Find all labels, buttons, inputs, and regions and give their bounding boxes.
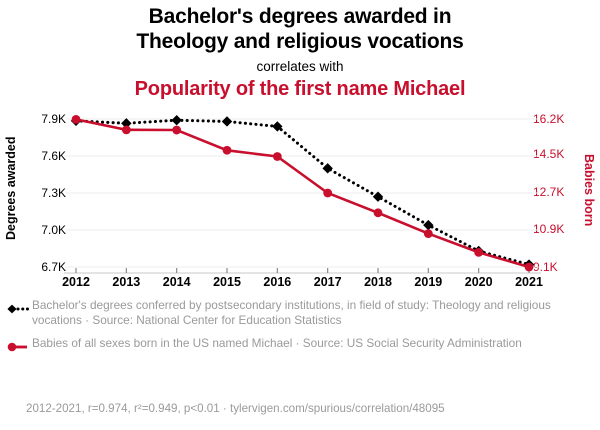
x-axis-tick-label: 2013 [112,275,141,289]
data-point-marker [172,125,182,135]
y-axis-right-tick-label: 10.9K [533,222,565,237]
y-axis-right-tick-label: 16.2K [533,112,565,126]
x-axis-tick-label: 2019 [414,275,443,289]
legend-item: Bachelor's degrees conferred by postseco… [6,298,594,329]
data-point-marker [221,116,233,127]
x-axis-tick-label: 2021 [515,275,543,289]
data-point-marker [222,145,232,155]
data-point-marker [71,115,81,124]
data-point-marker [474,248,484,257]
y-axis-right-tick-label: 12.7K [533,184,565,199]
data-point-marker [323,188,333,198]
y-axis-right-ticks: 16.2K 14.5K 12.7K 10.9K 9.1K [533,105,581,295]
data-point-marker [272,121,283,132]
y-axis-right-tick-label: 9.1K [533,260,558,274]
y-axis-left-ticks: 7.9K 7.6K 7.3K 7.0K 6.7K [22,105,66,295]
series-line-degrees [74,118,531,266]
x-axis-tick-label: 2015 [213,275,241,289]
footer-note: 2012-2021, r=0.974, r²=0.949, p<0.01 · t… [26,402,445,415]
x-axis-tick-label: 2016 [263,275,292,289]
data-point-marker [423,229,433,239]
x-axis-tick-label: 2020 [464,275,493,289]
x-axis-tick-label: 2014 [162,275,191,289]
data-point-marker [372,191,384,202]
data-point-marker [171,115,182,126]
data-point-marker [121,118,132,129]
y-axis-right-tick-label: 14.5K [533,147,565,162]
y-axis-right-title: Babies born [582,153,596,227]
legend-item-label: Bachelor's degrees conferred by postseco… [32,298,551,328]
chart-legend: Bachelor's degrees conferred by postseco… [6,298,594,364]
y-axis-left-tick-label: 7.0K [41,223,66,237]
legend-item: Babies of all sexes born in the US named… [6,336,594,357]
chart-title-line-2: Theology and religious vocations [136,30,464,53]
y-axis-left-tick-label: 7.6K [41,149,66,163]
x-axis-tick-label: 2018 [364,275,392,289]
chart-title-secondary: Popularity of the first name Michael [134,78,466,100]
data-point-marker [524,262,534,272]
x-axis-tick-label: 2012 [62,275,90,289]
plot-area: Degrees awarded Babies born 7.9K 7.6K 7.3K… [0,105,600,295]
data-point-marker [272,152,282,161]
circle-icon [6,336,32,357]
y-axis-left-tick-label: 6.7K [41,260,66,274]
chart-title-line-1: Bachelor's degrees awarded in [148,5,452,28]
series-line-babies [75,118,530,269]
data-point-marker [423,219,434,231]
y-axis-left-tick-label: 7.3K [41,186,66,200]
title-block: Bachelor's degrees awarded in Theology a… [0,4,600,102]
chart-canvas [64,115,541,274]
correlates-with-label: correlates with [256,59,344,74]
data-point-marker [322,163,333,174]
x-axis-tick-label: 2017 [313,275,342,289]
diamond-icon [6,298,32,319]
y-axis-left-tick-label: 7.9K [41,112,66,126]
legend-item-label: Babies of all sexes born in the US named… [32,335,522,350]
data-point-marker [121,125,131,135]
data-point-marker [373,208,383,218]
